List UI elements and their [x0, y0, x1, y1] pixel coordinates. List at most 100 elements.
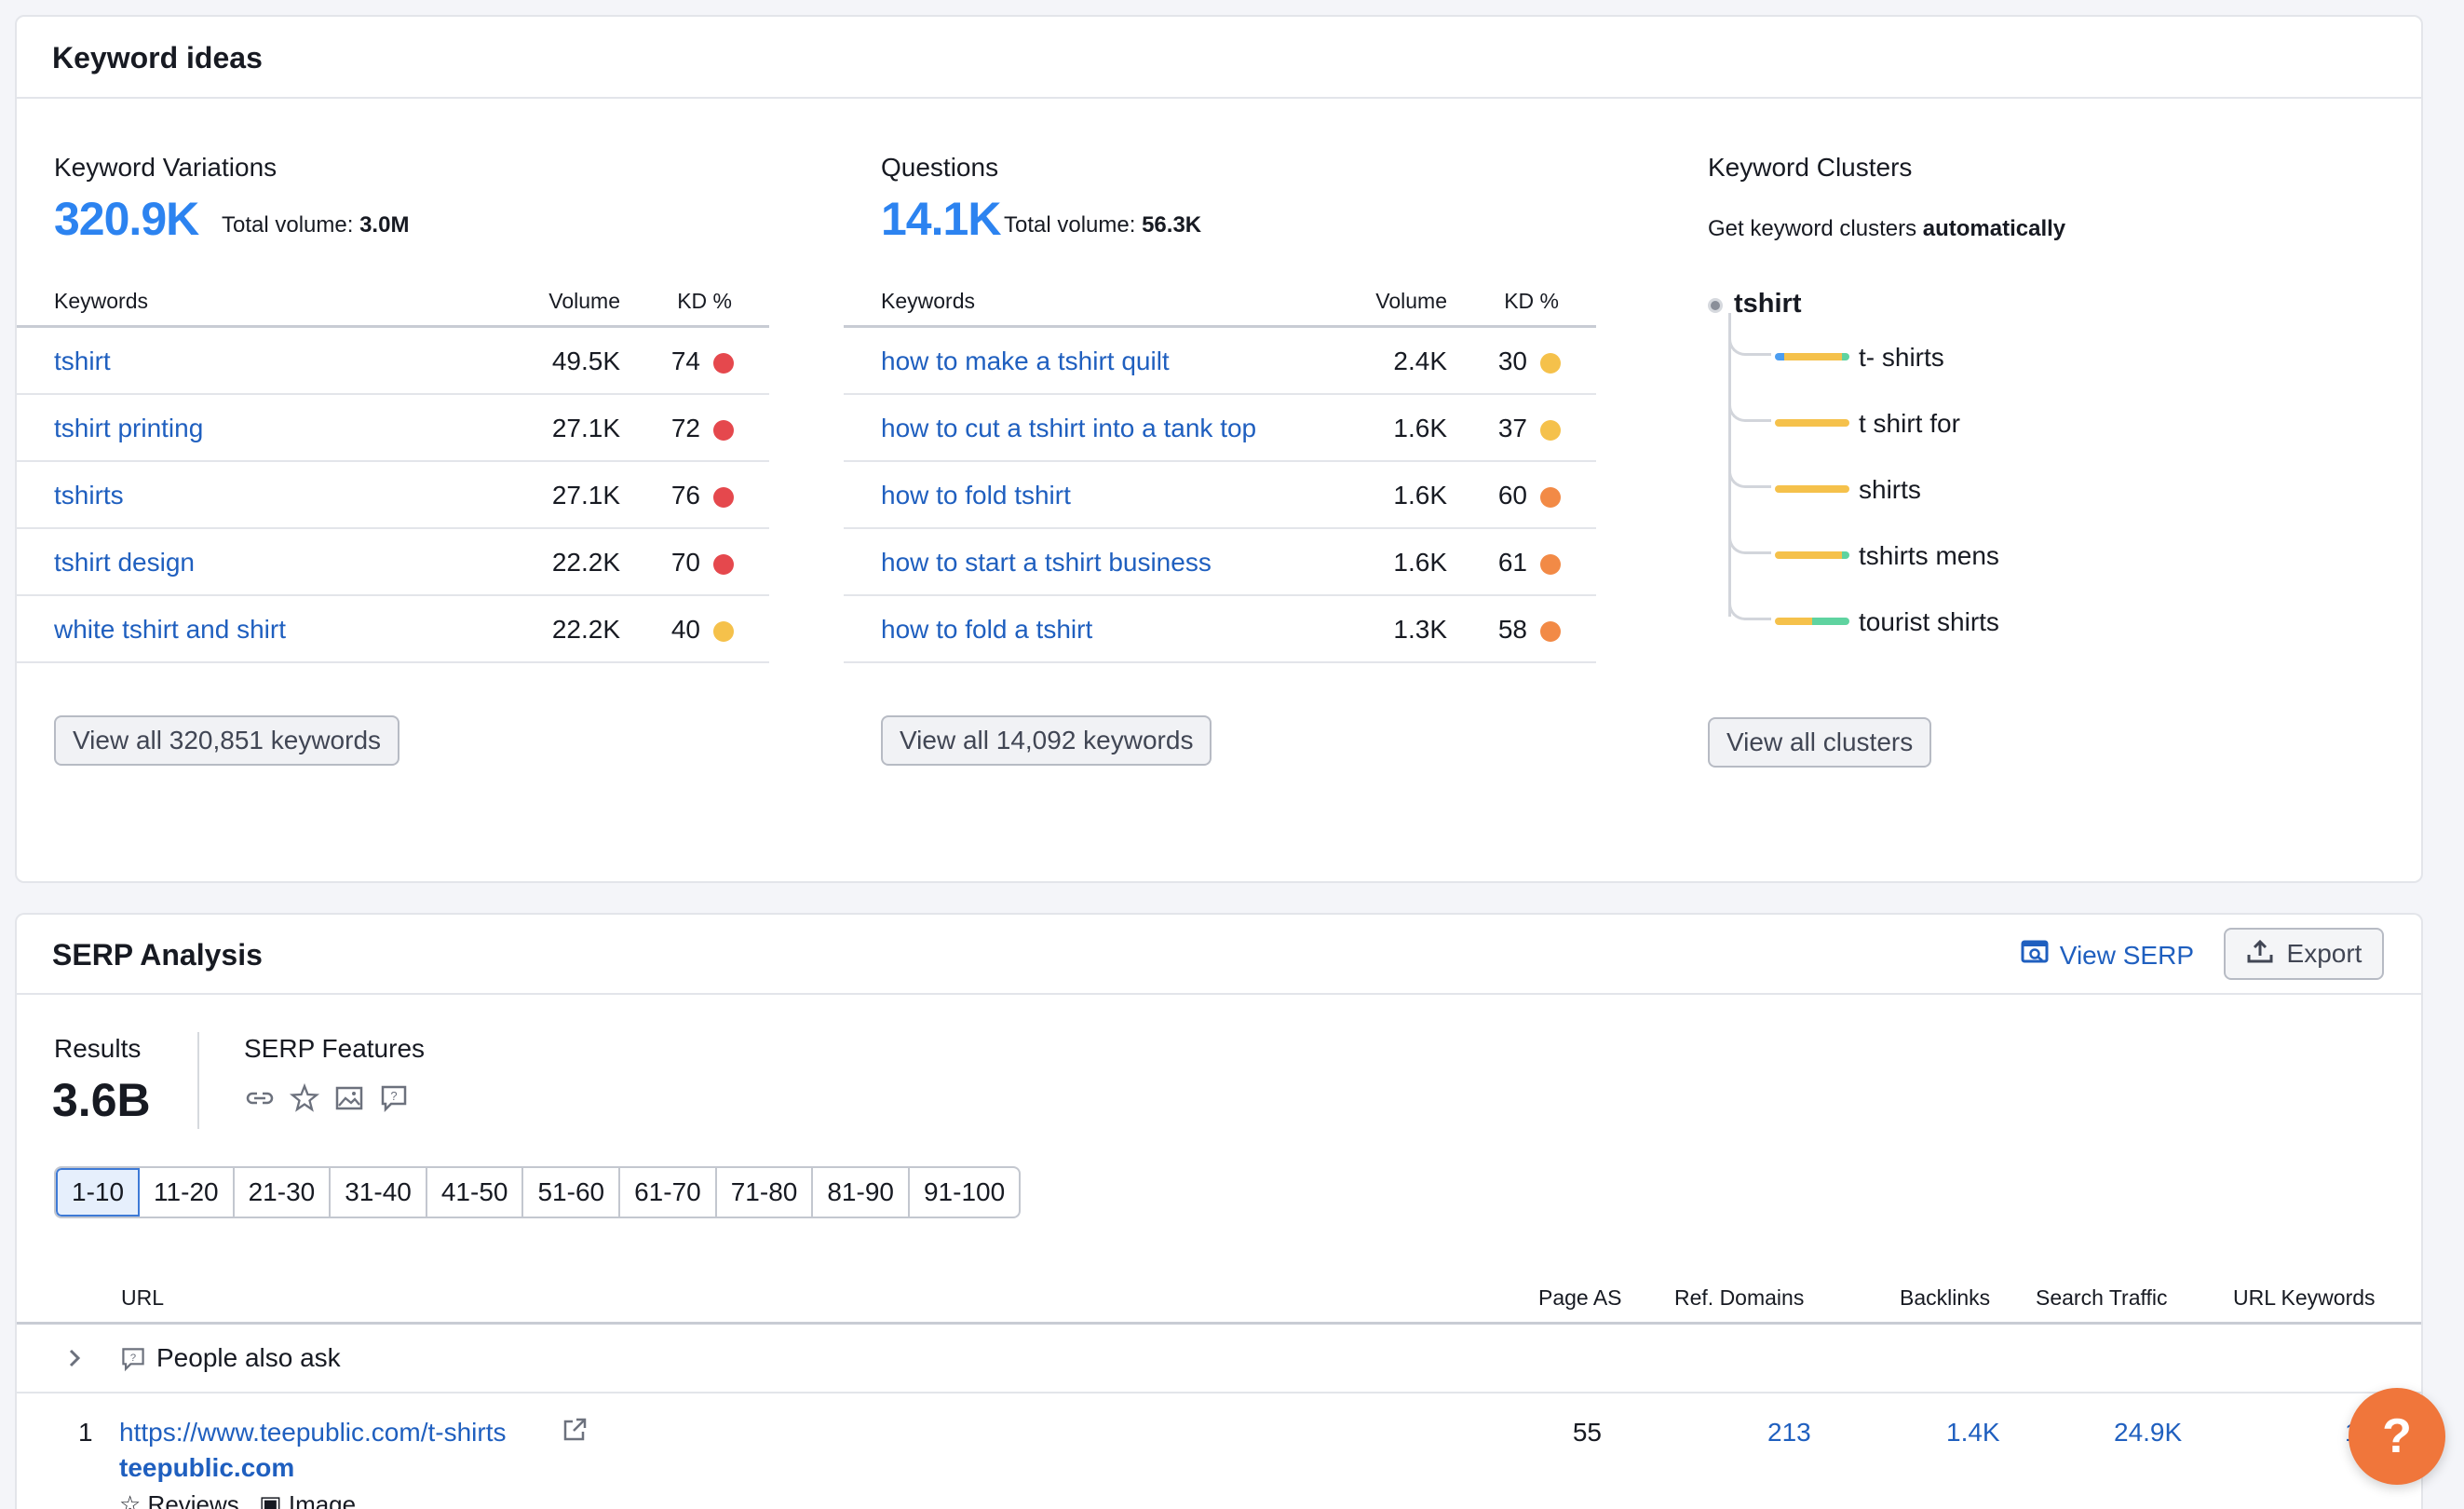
result-search-traffic[interactable]: 24.9K	[2114, 1418, 2183, 1447]
cluster-label: shirts	[1859, 475, 1921, 504]
keyword-link[interactable]: how to make a tshirt quilt	[881, 347, 1170, 375]
view-all-clusters-button[interactable]: View all clusters	[1708, 717, 1932, 768]
people-also-ask-row[interactable]: ? People also ask	[17, 1325, 2421, 1393]
page-range-button[interactable]: 11-20	[140, 1168, 235, 1217]
cluster-branch-connector	[1728, 596, 1771, 620]
page-range-button[interactable]: 41-50	[427, 1168, 524, 1217]
keyword-kd: 60	[1497, 481, 1527, 510]
external-link-icon[interactable]	[561, 1416, 589, 1448]
page-range-button[interactable]: 1-10	[56, 1168, 141, 1217]
page-range-button[interactable]: 71-80	[717, 1168, 814, 1217]
view-serp-link[interactable]: View SERP	[2021, 939, 2194, 972]
table-header: Keywords Volume KD %	[17, 276, 769, 328]
page-range-button[interactable]: 51-60	[523, 1168, 621, 1217]
result-url-link[interactable]: https://www.teepublic.com/t-shirts	[119, 1418, 507, 1447]
export-button[interactable]: Export	[2224, 928, 2384, 980]
header-volume[interactable]: Volume	[1375, 289, 1447, 313]
keyword-ideas-title: Keyword ideas	[52, 41, 263, 75]
keyword-clusters-title: Keyword Clusters	[1708, 153, 1913, 182]
keyword-row: tshirt design 22.2K 70	[17, 529, 769, 596]
result-ref-domains[interactable]: 213	[1767, 1418, 1811, 1447]
serp-features-label: SERP Features	[244, 1034, 426, 1063]
header-volume[interactable]: Volume	[548, 289, 620, 313]
cluster-intent-segment	[1775, 485, 1849, 493]
header-page-as[interactable]: Page AS	[1538, 1285, 1622, 1310]
question-icon[interactable]: ?	[378, 1082, 410, 1114]
page-range-button[interactable]: 61-70	[620, 1168, 717, 1217]
kd-indicator-dot	[713, 554, 734, 575]
header-kd[interactable]: KD %	[677, 289, 732, 313]
keyword-volume: 1.3K	[1393, 615, 1447, 644]
keyword-ideas-card: Keyword ideas Keyword Variations 320.9K …	[15, 15, 2423, 883]
keyword-link[interactable]: tshirts	[54, 481, 124, 510]
kd-indicator-dot	[1540, 353, 1561, 374]
keyword-variations-total-volume: Total volume: 3.0M	[222, 212, 409, 238]
keyword-kd: 70	[670, 548, 700, 577]
result-backlinks[interactable]: 1.4K	[1946, 1418, 2000, 1447]
help-button[interactable]: ?	[2349, 1388, 2445, 1485]
cluster-intent-bar	[1775, 353, 1849, 360]
results-divider	[197, 1032, 199, 1129]
total-volume-label: Total volume:	[1004, 212, 1136, 238]
keyword-link[interactable]: tshirt design	[54, 548, 195, 577]
keyword-link[interactable]: white tshirt and shirt	[54, 615, 286, 644]
chevron-right-icon[interactable]	[67, 1345, 84, 1378]
keyword-link[interactable]: tshirt printing	[54, 414, 204, 442]
header-backlinks[interactable]: Backlinks	[1900, 1285, 1991, 1310]
link-icon[interactable]	[244, 1082, 276, 1114]
star-icon[interactable]	[289, 1082, 320, 1114]
keyword-link[interactable]: how to fold tshirt	[881, 481, 1071, 510]
cluster-root-label[interactable]: tshirt	[1734, 289, 1802, 319]
header-keywords[interactable]: Keywords	[54, 289, 148, 313]
cluster-root-dot	[1708, 298, 1723, 313]
kd-indicator-dot	[1540, 554, 1561, 575]
export-icon	[2246, 938, 2274, 971]
page-range-button[interactable]: 91-100	[923, 1177, 1006, 1206]
keyword-row: white tshirt and shirt 22.2K 40	[17, 596, 769, 663]
keyword-link[interactable]: how to cut a tshirt into a tank top	[881, 414, 1257, 442]
header-url[interactable]: URL	[121, 1285, 165, 1310]
kd-indicator-dot	[1540, 487, 1561, 508]
page-range-button[interactable]: 81-90	[813, 1168, 910, 1217]
header-ref-domains[interactable]: Ref. Domains	[1674, 1285, 1805, 1310]
kd-indicator-dot	[1540, 420, 1561, 441]
cluster-branch-connector	[1728, 464, 1771, 488]
keyword-link[interactable]: how to start a tshirt business	[881, 548, 1212, 577]
keyword-clusters-section: Keyword Clusters Get keyword clusters au…	[1671, 99, 2423, 863]
keyword-volume: 1.6K	[1393, 548, 1447, 577]
page-range-button[interactable]: 31-40	[331, 1168, 427, 1217]
serp-pagination: 1-10 11-20 21-30 31-40 41-50 51-60 61-70 71-80 8…	[54, 1166, 1022, 1218]
result-feature-reviews: Reviews	[147, 1490, 239, 1509]
page-range-button[interactable]: 21-30	[235, 1168, 332, 1217]
keyword-clusters-subtitle: Get keyword clusters automatically	[1708, 216, 2065, 242]
header-kd[interactable]: KD %	[1504, 289, 1559, 313]
result-page-as: 55	[1572, 1418, 1602, 1447]
keyword-row: how to fold tshirt 1.6K 60	[844, 462, 1596, 529]
keyword-kd: 58	[1497, 615, 1527, 644]
clusters-subtitle-bold: automatically	[1922, 216, 2066, 241]
table-header: Keywords Volume KD %	[844, 276, 1596, 328]
questions-section: Questions 14.1K Total volume: 56.3K Keyw…	[844, 99, 1596, 863]
image-icon[interactable]	[333, 1082, 365, 1114]
total-volume-label: Total volume:	[222, 212, 354, 238]
keyword-link[interactable]: tshirt	[54, 347, 111, 375]
header-keywords[interactable]: Keywords	[881, 289, 975, 313]
keyword-row: how to cut a tshirt into a tank top 1.6K 3…	[844, 395, 1596, 462]
keyword-row: tshirt printing 27.1K 72	[17, 395, 769, 462]
kd-indicator-dot	[713, 487, 734, 508]
header-url-keywords[interactable]: URL Keywords	[2233, 1285, 2376, 1310]
result-domain[interactable]: teepublic.com	[119, 1453, 295, 1482]
keyword-kd: 74	[670, 347, 700, 375]
kd-indicator-dot	[1540, 621, 1561, 642]
keyword-link[interactable]: how to fold a tshirt	[881, 615, 1093, 644]
keyword-kd: 61	[1497, 548, 1527, 577]
view-serp-icon	[2021, 939, 2051, 972]
result-features: ☆ Reviews ▣ Image	[119, 1490, 356, 1509]
export-label: Export	[2286, 939, 2362, 968]
view-all-questions-button[interactable]: View all 14,092 keywords	[881, 715, 1212, 766]
header-search-traffic[interactable]: Search Traffic	[2036, 1285, 2168, 1310]
view-all-keywords-button[interactable]: View all 320,851 keywords	[54, 715, 400, 766]
cluster-intent-bar	[1775, 551, 1849, 559]
cluster-intent-segment	[1812, 618, 1849, 625]
keyword-kd: 30	[1497, 347, 1527, 375]
